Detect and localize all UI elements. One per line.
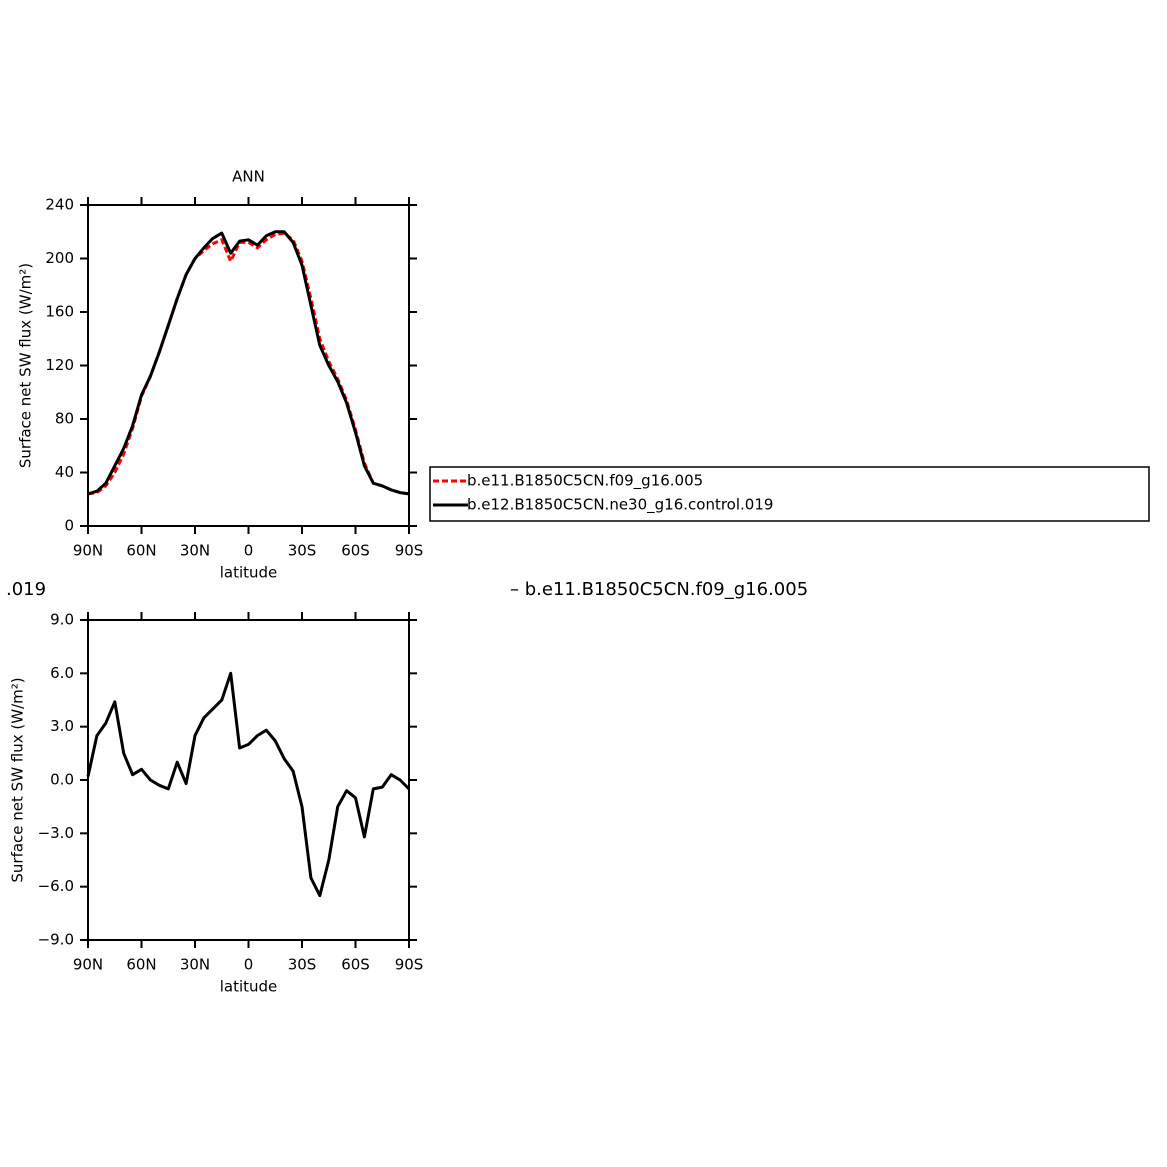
- x-tick-label: 30N: [180, 542, 210, 560]
- x-axis-label: latitude: [220, 978, 278, 996]
- x-tick-label: 30S: [288, 956, 317, 974]
- y-axis-label: Surface net SW flux (W/m²): [17, 263, 35, 468]
- chart-title: – b.e11.B1850C5CN.f09_g16.005: [510, 579, 808, 600]
- y-tick-label: 120: [45, 356, 74, 374]
- x-tick-label: 60N: [126, 956, 156, 974]
- x-tick-label: 60S: [341, 956, 370, 974]
- x-tick-label: 90S: [395, 956, 424, 974]
- chart-title: ANN: [232, 168, 265, 186]
- y-tick-label: 6.0: [50, 664, 74, 682]
- x-tick-label: 90S: [395, 542, 424, 560]
- y-tick-label: 240: [45, 196, 74, 214]
- y-tick-label: 3.0: [50, 717, 74, 735]
- x-tick-label: 30S: [288, 542, 317, 560]
- x-tick-label: 30N: [180, 956, 210, 974]
- y-tick-label: −3.0: [38, 824, 74, 842]
- x-tick-label: 60S: [341, 542, 370, 560]
- x-tick-label: 60N: [126, 542, 156, 560]
- x-tick-label: 0: [244, 542, 254, 560]
- y-tick-label: 160: [45, 303, 74, 321]
- x-axis-label: latitude: [220, 564, 278, 582]
- y-tick-label: 0: [64, 517, 74, 535]
- y-axis-label: Surface net SW flux (W/m²): [9, 677, 27, 882]
- y-tick-label: −6.0: [38, 877, 74, 895]
- plot-frame: [87, 204, 410, 527]
- y-tick-label: 200: [45, 249, 74, 267]
- y-tick-label: 9.0: [50, 611, 74, 629]
- legend-box: [429, 466, 1150, 522]
- x-tick-label: 90N: [73, 542, 103, 560]
- data-line: [86, 671, 411, 898]
- chart-title: .019: [6, 579, 46, 600]
- legend-label: b.e11.B1850C5CN.f09_g16.005: [467, 472, 703, 491]
- data-line: [87, 230, 410, 496]
- y-tick-label: −9.0: [38, 931, 74, 949]
- y-tick-label: 40: [55, 463, 74, 481]
- x-tick-label: 90N: [73, 956, 103, 974]
- legend-label: b.e12.B1850C5CN.ne30_g16.control.019: [467, 496, 773, 515]
- x-tick-label: 0: [244, 956, 254, 974]
- y-tick-label: 0.0: [50, 771, 74, 789]
- y-tick-label: 80: [55, 410, 74, 428]
- plot-frame: [87, 619, 410, 941]
